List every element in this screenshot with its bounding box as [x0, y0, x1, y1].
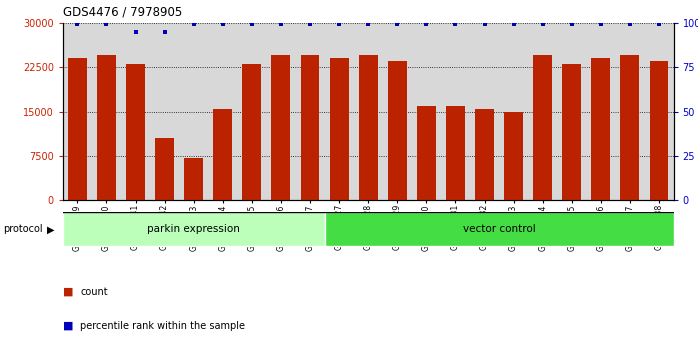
Text: ■: ■ — [63, 287, 73, 297]
Text: vector control: vector control — [463, 224, 535, 234]
Bar — [126, 64, 145, 200]
Bar — [446, 105, 465, 200]
Bar — [533, 56, 552, 200]
Bar — [650, 61, 669, 200]
Bar — [591, 58, 610, 200]
Bar — [301, 56, 320, 200]
Text: parkin expression: parkin expression — [147, 224, 240, 234]
Bar — [325, 212, 674, 246]
Text: count: count — [80, 287, 108, 297]
Bar — [155, 138, 174, 200]
Text: ■: ■ — [63, 321, 73, 331]
Bar — [563, 64, 581, 200]
Bar — [184, 158, 203, 200]
Text: protocol: protocol — [3, 224, 43, 234]
Text: ▶: ▶ — [47, 224, 54, 234]
Bar — [242, 64, 261, 200]
Bar — [504, 112, 523, 200]
Bar — [214, 109, 232, 200]
Bar — [63, 212, 325, 246]
Text: percentile rank within the sample: percentile rank within the sample — [80, 321, 245, 331]
Bar — [97, 56, 116, 200]
Bar — [359, 56, 378, 200]
Bar — [475, 109, 494, 200]
Bar — [68, 58, 87, 200]
Text: GDS4476 / 7978905: GDS4476 / 7978905 — [63, 5, 182, 18]
Bar — [388, 61, 407, 200]
Bar — [621, 56, 639, 200]
Bar — [272, 56, 290, 200]
Bar — [329, 58, 348, 200]
Bar — [417, 105, 436, 200]
